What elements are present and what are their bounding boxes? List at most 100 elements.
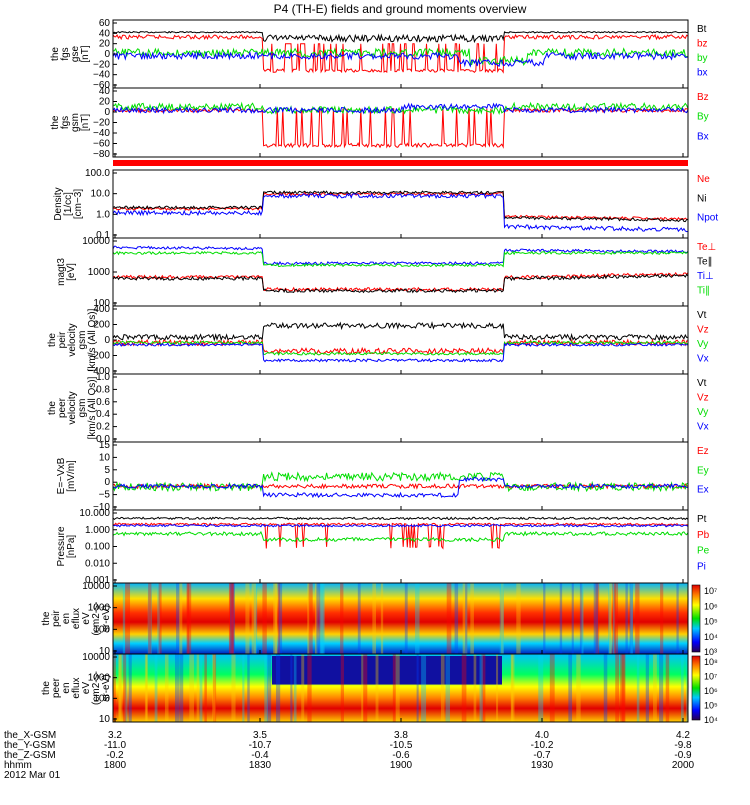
legend-pressure-pt: Pt <box>697 514 707 525</box>
y-axis-label-line: (cm2-s- <box>91 602 102 636</box>
spectrogram-streak <box>128 654 132 722</box>
y-axis-label-line: sr-eV) <box>101 674 112 701</box>
legend-velocity-gsm-vz: Vz <box>697 325 709 336</box>
footer-value: 1830 <box>249 760 272 771</box>
spectrogram-streak <box>568 654 573 722</box>
spectrogram-streak <box>147 583 152 654</box>
spectrogram-streak <box>118 654 122 722</box>
panel-frame <box>112 305 689 375</box>
panel-temperature: Te⊥ Te∥ Ti⊥ Ti∥ 10000 1000 100 magt3[eV] <box>56 236 716 309</box>
spectrogram-streak <box>660 583 664 654</box>
spectrogram-streak <box>264 654 268 722</box>
spectrogram-streak <box>440 654 445 722</box>
spectrogram-streak <box>199 654 203 722</box>
spectrogram-streak <box>462 583 468 654</box>
y-tick-label: 0.001 <box>85 575 110 586</box>
legend-pressure-pi: Pi <box>697 561 706 572</box>
spectrogram-streak <box>245 583 250 654</box>
panel-velocity-peer: VtVzVyVx1.00.80.60.40.20.0thepeervelocit… <box>47 372 709 445</box>
spectrogram-streak <box>581 583 584 654</box>
spectrogram-streak <box>612 583 616 654</box>
y-tick-label: 0.4 <box>96 409 110 420</box>
spectrogram-streak <box>196 654 200 722</box>
y-tick-label: 0.6 <box>96 397 110 408</box>
colorbar-label: 10⁴ <box>704 715 718 725</box>
spectrogram-streak <box>593 583 598 654</box>
trace-fgs-gse-bz <box>112 33 689 74</box>
y-axis-label-line: en <box>61 613 72 624</box>
y-tick-label: 15 <box>99 440 111 451</box>
spectrogram-streak <box>511 654 515 722</box>
spectrogram-streak <box>501 583 504 654</box>
spectrogram-streak <box>363 654 368 722</box>
panel-frame <box>112 509 689 584</box>
spectrogram-streak <box>316 583 321 654</box>
y-axis-label-line: en <box>61 682 72 693</box>
trace-pressure-pt <box>112 516 689 521</box>
y-tick-label: 0.8 <box>96 384 110 395</box>
spectrogram-streak <box>307 654 312 722</box>
y-tick-label: 40 <box>99 86 111 97</box>
y-axis-label-line: peir <box>57 331 68 348</box>
spectrogram-streak <box>603 654 608 722</box>
spectrogram-streak <box>212 654 216 722</box>
y-axis-label-line: [nT] <box>80 114 91 131</box>
y-axis-label-line: peer <box>57 397 68 418</box>
y-tick-label: 0 <box>104 477 110 488</box>
y-axis-label-line: Pressure <box>56 526 67 566</box>
footer-value: 3.5 <box>253 730 267 741</box>
y-axis-label-line: eflux <box>71 608 82 629</box>
y-axis-label-line: [nT] <box>80 45 91 62</box>
panels-group: Btbzbybx6040200−20−40−60thefgsgse[nT]BzB… <box>41 18 718 725</box>
trace-fgs-gsm-bz <box>112 107 689 149</box>
spectrogram-streak <box>113 654 116 722</box>
spectrogram-streak <box>204 654 207 722</box>
y-tick-label: 0.100 <box>85 542 110 553</box>
colorbar-label: 10⁴ <box>704 632 718 642</box>
spectrogram-streak <box>571 583 574 654</box>
spectrogram-streak <box>595 583 600 654</box>
spectrogram-streak <box>247 654 250 722</box>
y-tick-label: 10 <box>99 646 111 657</box>
footer-value: 2000 <box>672 760 695 771</box>
y-tick-label: −5 <box>99 490 111 501</box>
legend-temperature-tipar: Ti∥ <box>697 286 710 297</box>
spectrogram-streak <box>621 654 626 722</box>
spectrogram-streak <box>653 654 657 722</box>
trace-density-ni <box>112 190 688 223</box>
legend-velocity-peer-vx: Vx <box>697 422 709 433</box>
y-axis-label-line: fgs <box>60 47 71 60</box>
trace-fgs-gse-bt <box>112 30 688 44</box>
spectrogram-streak <box>499 583 504 654</box>
spectrogram-streak <box>415 583 420 654</box>
y-tick-label: 40 <box>99 28 111 39</box>
footer-value: 4.2 <box>676 730 690 741</box>
y-tick-label: 1000 <box>88 267 111 278</box>
trace-velocity-gsm-vz <box>112 338 689 356</box>
y-tick-label: 20 <box>99 97 111 108</box>
y-tick-label: 5 <box>104 465 110 476</box>
footer-value: -10.7 <box>249 740 272 751</box>
y-tick-label: 10.000 <box>79 508 110 519</box>
y-tick-label: 20 <box>99 39 111 50</box>
y-axis-label: thepeerenefluxeV(cm2-s-sr-eV) <box>41 671 112 705</box>
legend-velocity-gsm-vt: Vt <box>697 310 707 321</box>
colorbar-label: 10⁶ <box>704 686 718 696</box>
spectrogram-streak <box>375 654 379 722</box>
spectrogram-streak <box>158 583 162 654</box>
legend-fgs-gse-by: by <box>697 53 708 64</box>
y-axis-label-line: gsm <box>77 331 88 350</box>
footer-value: 1800 <box>104 760 127 771</box>
y-tick-label: −80 <box>93 149 110 160</box>
spectrogram-streak <box>179 654 184 722</box>
spectrogram-streak <box>659 654 664 722</box>
spectrogram-streak <box>253 583 258 654</box>
spectrogram-streak <box>543 583 546 654</box>
spectrogram-streak <box>164 654 169 722</box>
y-axis-label-line: (cm2-s- <box>91 671 102 705</box>
y-tick-label: 10 <box>99 714 111 725</box>
colorbar-label: 10⁷ <box>704 672 717 682</box>
colorbar-label: 10⁶ <box>704 601 718 611</box>
